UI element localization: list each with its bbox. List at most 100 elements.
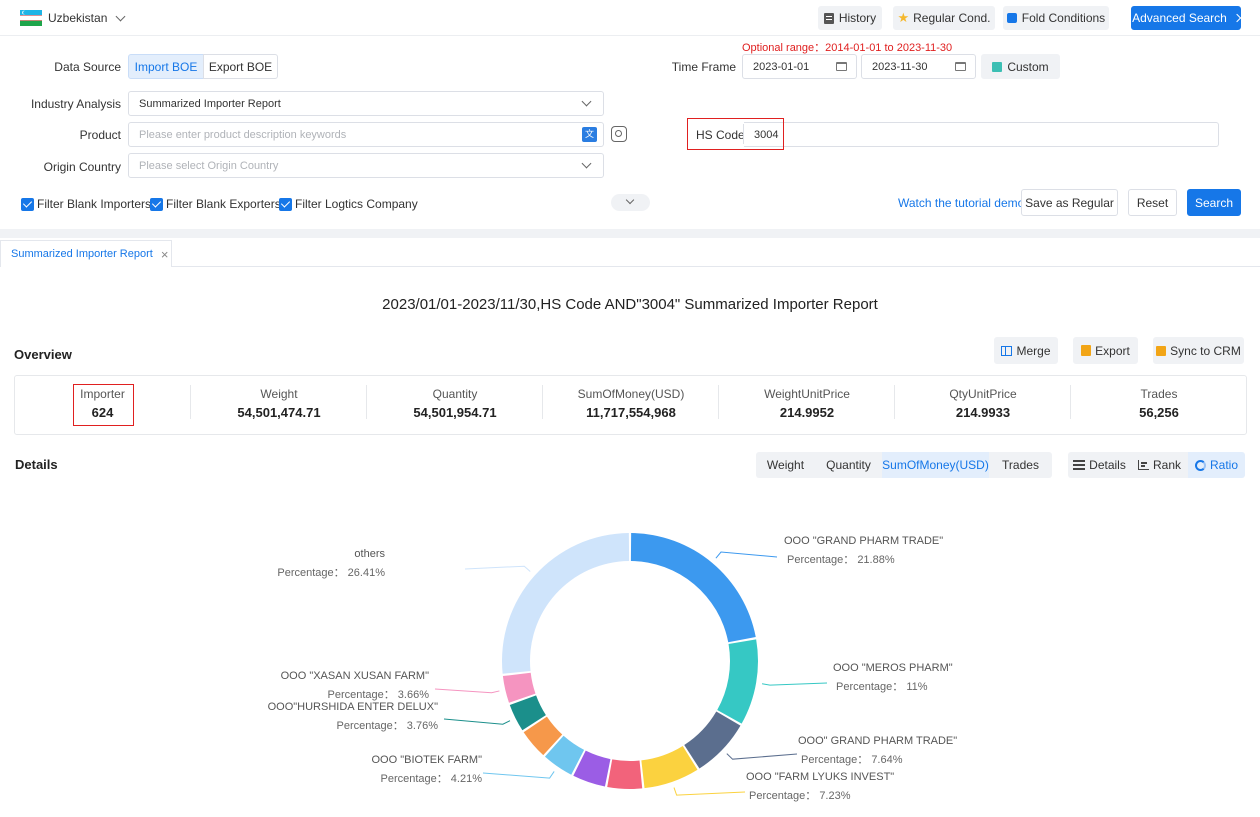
export-button[interactable]: Export	[1073, 337, 1138, 364]
view-rank-button[interactable]: Rank	[1131, 452, 1188, 478]
section-divider	[0, 229, 1260, 238]
filter-blank-importers-checkbox[interactable]: Filter Blank Importers	[21, 197, 151, 211]
uzbekistan-flag-icon	[20, 10, 42, 26]
origin-country-label: Origin Country	[43, 160, 121, 174]
overview-stats-panel	[14, 375, 1247, 435]
stat-value: 54,501,474.71	[237, 405, 321, 420]
stat-sum-of-money: SumOfMoney(USD) 11,717,554,968	[543, 376, 719, 434]
chevron-down-icon	[625, 195, 635, 205]
donut-slice[interactable]	[573, 750, 611, 787]
stat-value: 11,717,554,968	[586, 405, 676, 420]
stat-weight: Weight 54,501,474.71	[191, 376, 367, 434]
leader-line	[464, 565, 531, 572]
details-heading: Details	[15, 457, 58, 472]
origin-country-select[interactable]: Please select Origin Country	[128, 153, 604, 178]
pie-icon	[1194, 459, 1206, 471]
metric-quantity-button[interactable]: Quantity	[815, 452, 882, 478]
metric-label: Trades	[1002, 458, 1039, 472]
sep	[542, 385, 543, 419]
metric-label: Weight	[766, 458, 805, 472]
export-boe-button[interactable]: Export BOE	[203, 54, 278, 79]
reset-button[interactable]: Reset	[1128, 189, 1177, 216]
hs-code-value: 3004	[754, 128, 779, 141]
leader-line	[715, 551, 778, 559]
industry-analysis-label: Industry Analysis	[30, 97, 121, 111]
filter-blank-exporters-checkbox[interactable]: Filter Blank Exporters	[150, 197, 281, 211]
donut-slice[interactable]	[630, 533, 756, 643]
metric-label: SumOfMoney(USD)	[882, 458, 989, 472]
import-boe-button[interactable]: Import BOE	[128, 54, 204, 79]
star-icon: ★	[897, 10, 910, 25]
slice-percentage-label: Percentage： 3.76%	[336, 720, 438, 732]
view-details-button[interactable]: Details	[1068, 452, 1131, 478]
donut-slice[interactable]	[502, 533, 630, 674]
keyword-helper-icon[interactable]	[611, 126, 627, 142]
history-button[interactable]: History	[818, 6, 882, 30]
donut-slice[interactable]	[544, 735, 585, 775]
slice-name-label: OOO" GRAND PHARM TRADE"	[798, 735, 957, 747]
donut-slice[interactable]	[502, 672, 536, 703]
slice-percentage-label: Percentage： 3.66%	[327, 689, 429, 701]
donut-slice[interactable]	[509, 695, 546, 731]
donut-slice[interactable]	[641, 745, 698, 789]
view-label: Rank	[1152, 458, 1181, 472]
hs-code-highlight	[687, 118, 784, 150]
leader-line	[673, 787, 746, 796]
history-label: History	[838, 11, 877, 25]
merge-button[interactable]: Merge	[994, 337, 1058, 364]
hs-code-label: HS Code	[696, 128, 745, 142]
sep	[190, 385, 191, 419]
custom-button[interactable]: Custom	[981, 54, 1060, 79]
regular-cond-label: Regular Cond.	[913, 11, 991, 25]
stat-key: Quantity	[432, 387, 478, 401]
donut-slice[interactable]	[523, 716, 563, 756]
donut-slice[interactable]	[717, 639, 758, 724]
expand-conditions-button[interactable]	[611, 194, 650, 211]
donut-slice[interactable]	[607, 759, 643, 789]
date-from-field[interactable]: 2023-01-01	[742, 54, 857, 79]
checkbox-checked-icon	[279, 197, 292, 211]
tutorial-link[interactable]: Watch the tutorial demo	[898, 196, 1025, 210]
date-to-field[interactable]: 2023-11-30	[861, 54, 976, 79]
search-button[interactable]: Search	[1187, 189, 1241, 216]
filter-logistics-checkbox[interactable]: Filter Logtics Company	[279, 197, 418, 211]
stat-value: 214.9933	[955, 405, 1011, 420]
slice-name-label: OOO "XASAN XUSAN FARM"	[281, 670, 429, 682]
save-as-regular-button[interactable]: Save as Regular	[1021, 189, 1118, 216]
regular-cond-button[interactable]: ★ Regular Cond.	[893, 6, 995, 30]
leader-line	[434, 688, 500, 694]
industry-analysis-select[interactable]: Summarized Importer Report	[128, 91, 604, 116]
sync-to-crm-button[interactable]: Sync to CRM	[1153, 337, 1244, 364]
industry-analysis-value: Summarized Importer Report	[139, 97, 281, 110]
slice-percentage-label: Percentage： 26.41%	[277, 567, 385, 579]
leader-line	[761, 682, 828, 686]
hs-code-divider	[743, 124, 744, 144]
translate-icon[interactable]: 文	[582, 127, 597, 142]
advanced-search-label: Advanced Search	[1132, 11, 1227, 25]
close-icon[interactable]: ×	[160, 246, 169, 262]
donut-slice[interactable]	[684, 711, 741, 769]
optional-range-note: Optional range：2014-01-01 to 2023-11-30	[742, 42, 953, 54]
merge-label: Merge	[1016, 343, 1051, 358]
tab-bar-line	[172, 266, 1260, 267]
slice-name-label: OOO"HURSHIDA ENTER DELUX"	[268, 701, 438, 713]
tab-summarized-importer-report[interactable]: Summarized Importer Report ×	[0, 240, 172, 267]
metric-trades-button[interactable]: Trades	[989, 452, 1052, 478]
sep	[1070, 385, 1071, 419]
country-selector[interactable]: Uzbekistan	[20, 9, 126, 27]
hs-code-input[interactable]: 3004	[744, 122, 1219, 147]
metric-weight-button[interactable]: Weight	[756, 452, 815, 478]
advanced-search-button[interactable]: Advanced Search	[1131, 6, 1242, 30]
slice-percentage-label: Percentage： 21.88%	[787, 554, 895, 566]
filter-blank-importers-label: Filter Blank Importers	[37, 197, 152, 211]
view-ratio-button[interactable]: Ratio	[1188, 452, 1245, 478]
fold-conditions-button[interactable]: Fold Conditions	[1003, 6, 1109, 30]
stat-trades: Trades 56,256	[1071, 376, 1247, 434]
filter-logistics-label: Filter Logtics Company	[295, 197, 418, 211]
metric-label: Quantity	[826, 458, 871, 472]
stat-key: Importer	[80, 387, 125, 401]
metric-sum-of-money-button[interactable]: SumOfMoney(USD)	[882, 452, 989, 478]
product-input[interactable]: Please enter product description keyword…	[128, 122, 604, 147]
checkbox-checked-icon	[150, 197, 163, 211]
stat-key: Trades	[1140, 387, 1178, 401]
